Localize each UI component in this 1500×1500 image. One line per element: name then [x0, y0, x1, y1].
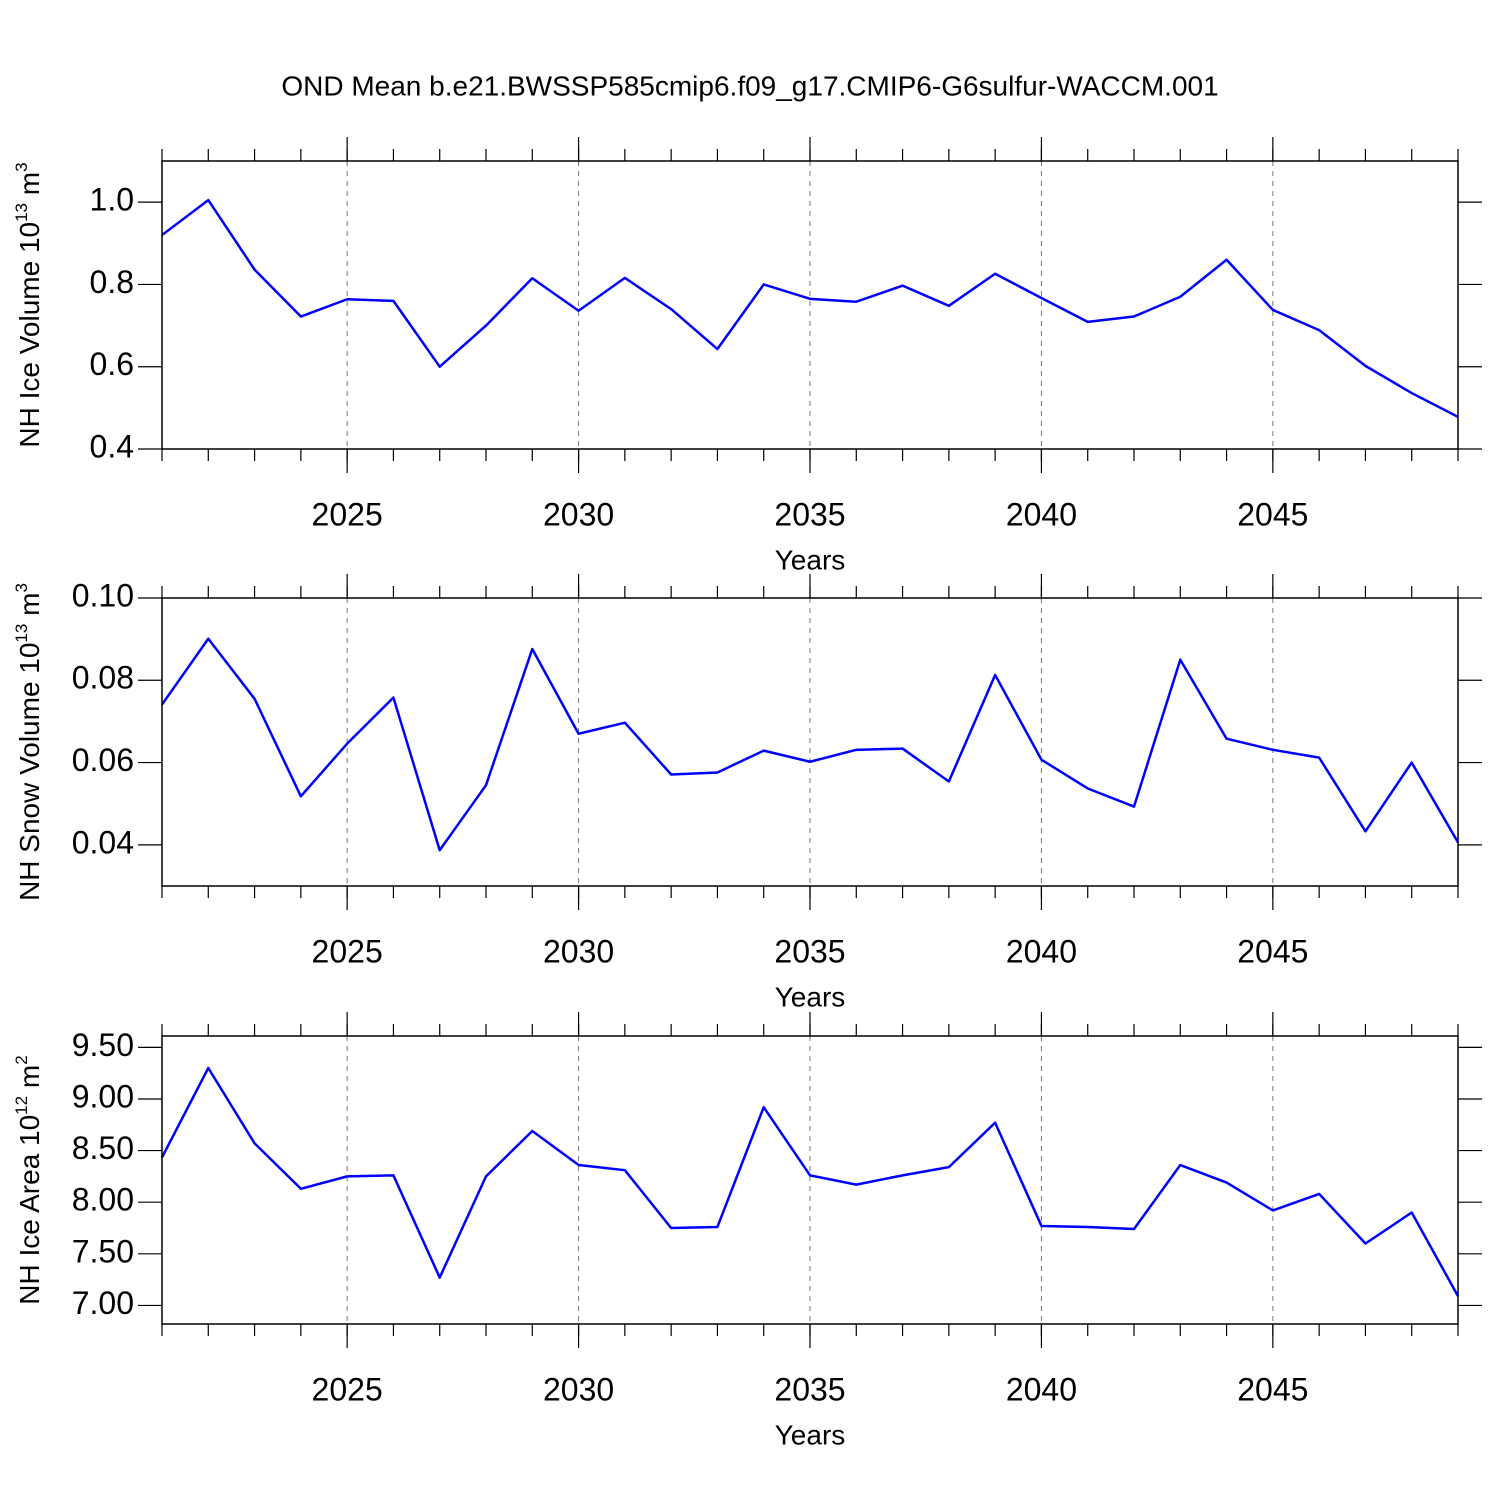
y-axis-label: NH Ice Area 1012 m2 — [12, 1055, 45, 1304]
x-tick-label: 2025 — [312, 933, 383, 969]
x-tick-label: 2025 — [312, 1371, 383, 1407]
y-tick-label: 0.4 — [90, 428, 134, 464]
y-axis-label-part: 3 — [12, 583, 31, 592]
y-axis-label-part: 12 — [12, 1096, 31, 1115]
y-axis-label: NH Ice Volume 1013 m3 — [12, 162, 45, 447]
y-axis-label-part: NH Snow Volume 10 — [14, 643, 45, 901]
y-axis-label-part: NH Ice Volume 10 — [14, 222, 45, 448]
plot-frame — [161, 597, 1459, 887]
x-axis-label: Years — [775, 544, 846, 575]
y-tick-label: 9.00 — [72, 1078, 134, 1114]
y-tick-label: 9.50 — [72, 1027, 134, 1063]
y-tick-label: 0.04 — [72, 824, 134, 860]
y-axis-label-part: 13 — [12, 624, 31, 643]
y-axis-label-part: 13 — [12, 203, 31, 222]
y-tick-label: 0.10 — [72, 577, 134, 613]
y-axis-label-part: m — [14, 172, 45, 203]
plot-frame — [161, 160, 1459, 450]
y-tick-label: 8.50 — [72, 1130, 134, 1166]
y-axis-label: NH Snow Volume 1013 m3 — [12, 583, 45, 901]
x-tick-label: 2040 — [1006, 933, 1077, 969]
y-tick-label: 0.8 — [90, 264, 134, 300]
y-tick-label: 0.6 — [90, 346, 134, 382]
y-tick-label: 7.50 — [72, 1233, 134, 1269]
x-axis-label: Years — [775, 1419, 846, 1450]
x-tick-label: 2040 — [1006, 1371, 1077, 1407]
x-tick-label: 2035 — [774, 933, 845, 969]
data-line — [161, 198, 1459, 419]
x-tick-label: 2030 — [543, 1371, 614, 1407]
y-axis-label-part: 3 — [12, 162, 31, 171]
plot-frame — [161, 1035, 1459, 1325]
y-axis-label-part: m — [14, 593, 45, 624]
data-line — [160, 637, 1460, 852]
y-axis-label-part: NH Ice Area 10 — [14, 1115, 45, 1305]
x-tick-label: 2030 — [543, 933, 614, 969]
y-tick-label: 0.08 — [72, 660, 134, 696]
y-axis-label-part: m — [14, 1065, 45, 1096]
x-axis-label: Years — [775, 981, 846, 1012]
figure-title: OND Mean b.e21.BWSSP585cmip6.f09_g17.CMI… — [281, 70, 1218, 101]
x-tick-label: 2035 — [774, 1371, 845, 1407]
x-tick-label: 2045 — [1237, 496, 1308, 532]
x-tick-label: 2030 — [543, 496, 614, 532]
data-line — [160, 1066, 1460, 1297]
y-tick-label: 1.0 — [90, 182, 134, 218]
y-tick-label: 7.00 — [72, 1285, 134, 1321]
y-tick-label: 0.06 — [72, 742, 134, 778]
x-tick-label: 2045 — [1237, 1371, 1308, 1407]
x-tick-label: 2035 — [774, 496, 845, 532]
x-tick-label: 2045 — [1237, 933, 1308, 969]
y-axis-label-part: 2 — [12, 1055, 31, 1064]
x-tick-label: 2025 — [312, 496, 383, 532]
y-tick-label: 8.00 — [72, 1182, 134, 1218]
x-tick-label: 2040 — [1006, 496, 1077, 532]
